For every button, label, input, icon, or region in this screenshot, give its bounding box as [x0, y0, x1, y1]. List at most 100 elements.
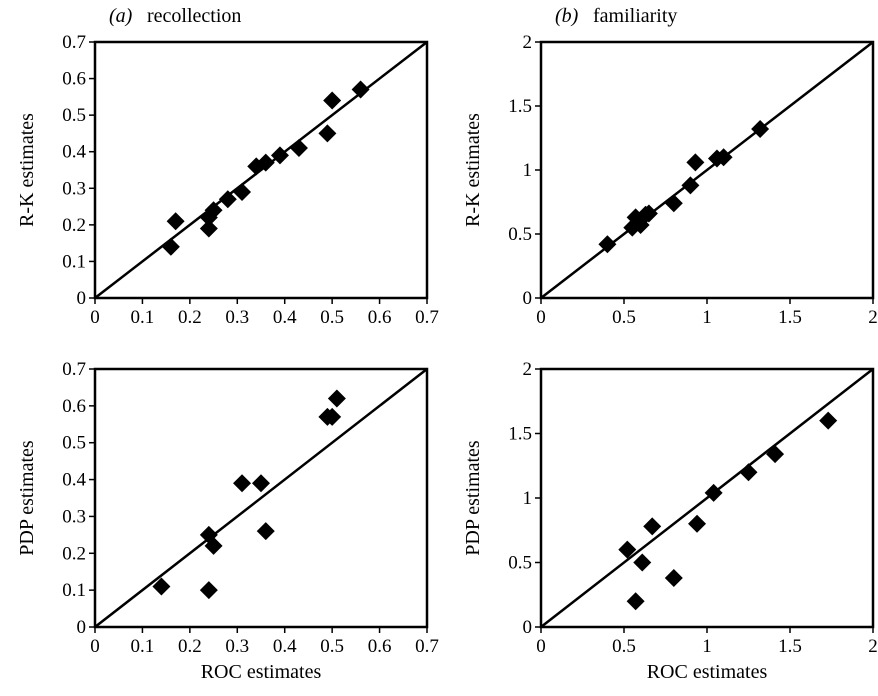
y-tick-label: 1 — [523, 488, 533, 509]
panel-label: (b) — [555, 5, 579, 27]
reference-line — [541, 369, 873, 627]
y-tick-label: 0.6 — [62, 69, 86, 90]
x-tick-label: 0.3 — [225, 636, 249, 657]
y-tick-label: 0.2 — [62, 215, 86, 236]
data-point — [199, 581, 218, 600]
y-tick-label: 0.7 — [62, 32, 86, 53]
panel-b-familiarity-rk: 0 0.5 1 1.5 2 0 0.5 1 1.5 2 R-K estimates (b) famili… — [462, 5, 878, 328]
x-tick-label: 1.5 — [778, 307, 802, 328]
y-tick-label: 0.5 — [62, 433, 86, 454]
x-tick-label: 0.5 — [612, 307, 636, 328]
y-tick-label: 1.5 — [508, 96, 532, 117]
plot-frame — [93, 40, 429, 300]
y-axis-title: R-K estimates — [16, 113, 38, 227]
y-tick-label: 0.1 — [62, 580, 86, 601]
x-axis-title: ROC estimates — [201, 661, 322, 683]
x-tick-label: 0.2 — [178, 307, 202, 328]
data-point — [751, 120, 770, 139]
x-tick-label: 2 — [868, 307, 878, 328]
x-tick-label: 0.7 — [415, 636, 439, 657]
x-tick-label: 0.1 — [131, 307, 155, 328]
y-axis-title: PDP estimates — [16, 440, 38, 556]
x-tick-label: 1 — [702, 307, 712, 328]
data-point — [166, 212, 185, 231]
data-point — [256, 153, 275, 172]
x-tick-label: 0 — [536, 636, 546, 657]
y-tick-label: 0 — [523, 617, 533, 638]
y-tick-label: 0.1 — [62, 251, 86, 272]
data-point — [714, 148, 733, 167]
data-point — [681, 176, 700, 195]
x-tick-label: 1 — [702, 636, 712, 657]
data-point — [739, 463, 758, 482]
y-tick-label: 0.3 — [62, 178, 86, 199]
data-point — [688, 514, 707, 533]
x-tick-label: 0.6 — [368, 307, 392, 328]
data-point — [204, 536, 223, 555]
data-point — [289, 139, 308, 158]
y-tick-label: 2 — [523, 32, 533, 53]
data-point — [643, 517, 662, 536]
plot-frame — [93, 367, 429, 629]
y-tick-label: 1 — [523, 160, 533, 181]
x-tick-label: 0 — [90, 307, 100, 328]
data-point — [204, 201, 223, 220]
data-point — [327, 389, 346, 408]
x-tick-label: 0 — [536, 307, 546, 328]
data-point — [256, 522, 275, 541]
data-point — [270, 146, 289, 165]
data-point — [233, 182, 252, 201]
y-tick-label: 0.6 — [62, 396, 86, 417]
data-point — [633, 553, 652, 572]
x-axis-title: ROC estimates — [647, 661, 768, 683]
y-tick-label: 0.3 — [62, 506, 86, 527]
y-axis-title: R-K estimates — [462, 113, 484, 227]
data-point — [199, 219, 218, 238]
panel-a-recollection-rk: 0 0.1 0.2 0.3 0.4 0.5 0.6 0.7 0 0.1 0.2 0.3 0.4 0.5 0.… — [16, 5, 439, 328]
data-point — [639, 204, 658, 223]
data-point — [152, 577, 171, 596]
data-point — [161, 237, 180, 256]
y-tick-label: 0.5 — [508, 224, 532, 245]
x-tick-label: 0.4 — [273, 636, 297, 657]
y-tick-label: 2 — [523, 359, 533, 380]
panel-a-recollection-pdp: 0 0.1 0.2 0.3 0.4 0.5 0.6 0.7 0 0.1 0.2 0.3 0.4 0.5 0.… — [16, 359, 439, 683]
x-tick-label: 0.5 — [612, 636, 636, 657]
data-point — [233, 474, 252, 493]
y-tick-label: 0.4 — [62, 142, 86, 163]
reference-line — [541, 42, 873, 298]
y-tick-label: 0.2 — [62, 543, 86, 564]
y-tick-label: 1.5 — [508, 424, 532, 445]
y-tick-label: 0 — [77, 617, 87, 638]
x-tick-label: 0.4 — [273, 307, 297, 328]
data-point — [626, 592, 645, 611]
x-tick-label: 0.2 — [178, 636, 202, 657]
data-point — [598, 235, 617, 254]
data-point — [766, 445, 785, 464]
y-tick-label: 0.5 — [62, 105, 86, 126]
data-point — [618, 540, 637, 559]
data-point — [351, 80, 370, 99]
x-tick-label: 0.3 — [225, 307, 249, 328]
data-point — [664, 194, 683, 213]
data-point — [664, 568, 683, 587]
data-point — [819, 411, 838, 430]
data-point — [323, 407, 342, 426]
panel-label: (a) — [109, 5, 133, 27]
panel-title: familiarity — [593, 5, 677, 27]
data-point — [252, 474, 270, 493]
x-tick-label: 0.6 — [368, 636, 392, 657]
y-tick-label: 0.7 — [62, 359, 86, 380]
x-tick-label: 2 — [868, 636, 878, 657]
x-tick-label: 0.5 — [320, 307, 344, 328]
data-point — [323, 91, 342, 110]
data-point — [318, 124, 337, 143]
y-axis-title: PDP estimates — [462, 440, 484, 556]
x-tick-label: 0.5 — [320, 636, 344, 657]
panel-title: recollection — [147, 5, 241, 27]
data-point — [686, 153, 705, 172]
data-point — [218, 190, 237, 209]
x-tick-label: 0.7 — [415, 307, 439, 328]
x-tick-label: 0.1 — [131, 636, 155, 657]
